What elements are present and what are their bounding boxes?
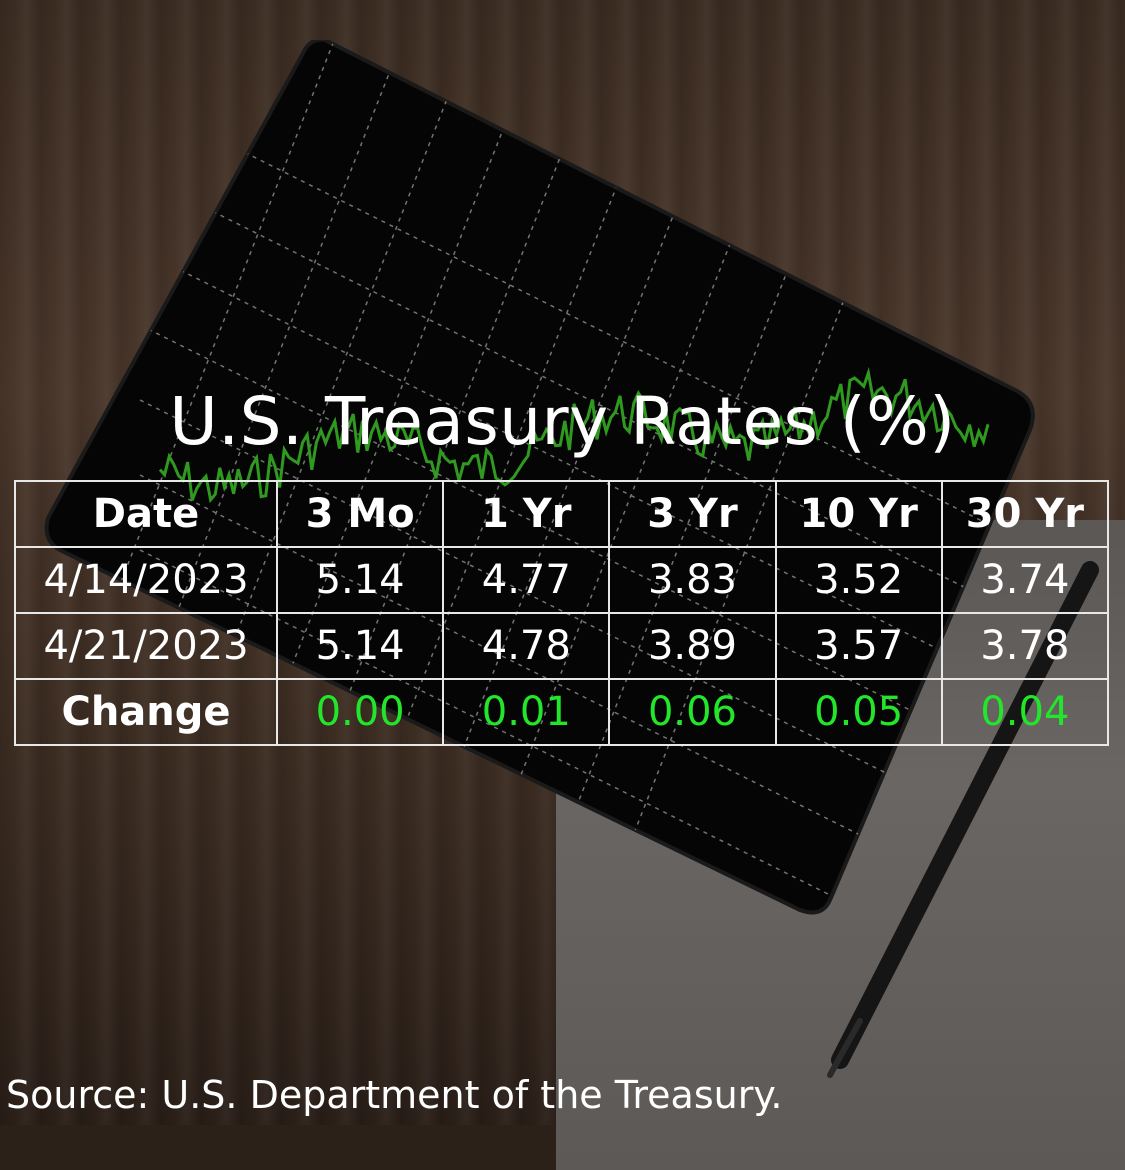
cell-3mo: 5.14 (275, 546, 445, 614)
cell-30yr: 3.78 (940, 612, 1110, 680)
source-note: Source: U.S. Department of the Treasury. (6, 1073, 783, 1117)
change-10yr: 0.05 (774, 678, 943, 746)
table-header-row: Date 3 Mo 1 Yr 3 Yr 10 Yr 30 Yr (14, 480, 1110, 548)
cell-1yr: 4.77 (442, 546, 611, 614)
cell-30yr: 3.74 (940, 546, 1110, 614)
screen-grid-line (523, 40, 895, 913)
cell-3yr: 3.83 (608, 546, 777, 614)
screen-grid-line (319, 40, 691, 913)
page-title: U.S. Treasury Rates (%) (169, 383, 956, 460)
change-label: Change (14, 678, 278, 746)
screen-grid-line (115, 40, 487, 913)
screen-grid-line (387, 40, 759, 913)
screen-grid-line (455, 40, 827, 913)
cell-3yr: 3.89 (608, 612, 777, 680)
change-1yr: 0.01 (442, 678, 611, 746)
screen-grid-line (139, 99, 1033, 551)
cell-3mo: 5.14 (275, 612, 445, 680)
change-30yr: 0.04 (940, 678, 1110, 746)
screen-grid-line (47, 40, 419, 913)
table-row: 4/21/2023 5.14 4.78 3.89 3.57 3.78 (14, 612, 1110, 680)
change-3yr: 0.06 (608, 678, 777, 746)
screen-grid-line (183, 40, 555, 913)
screen-chart-line (158, 366, 990, 504)
header-1yr: 1 Yr (442, 480, 611, 548)
cell-1yr: 4.78 (442, 612, 611, 680)
table-row: 4/14/2023 5.14 4.77 3.83 3.52 3.74 (14, 546, 1110, 614)
header-30yr: 30 Yr (940, 480, 1110, 548)
change-3mo: 0.00 (275, 678, 445, 746)
cell-10yr: 3.52 (774, 546, 943, 614)
header-3yr: 3 Yr (608, 480, 777, 548)
header-10yr: 10 Yr (774, 480, 943, 548)
change-row: Change 0.00 0.01 0.06 0.05 0.04 (14, 678, 1110, 746)
screen-grid-line (591, 40, 963, 913)
rates-table: Date 3 Mo 1 Yr 3 Yr 10 Yr 30 Yr 4/14/202… (14, 480, 1110, 746)
header-3mo: 3 Mo (275, 480, 445, 548)
header-date: Date (14, 480, 278, 548)
row-date: 4/14/2023 (14, 546, 278, 614)
cell-10yr: 3.57 (774, 612, 943, 680)
row-date: 4/21/2023 (14, 612, 278, 680)
